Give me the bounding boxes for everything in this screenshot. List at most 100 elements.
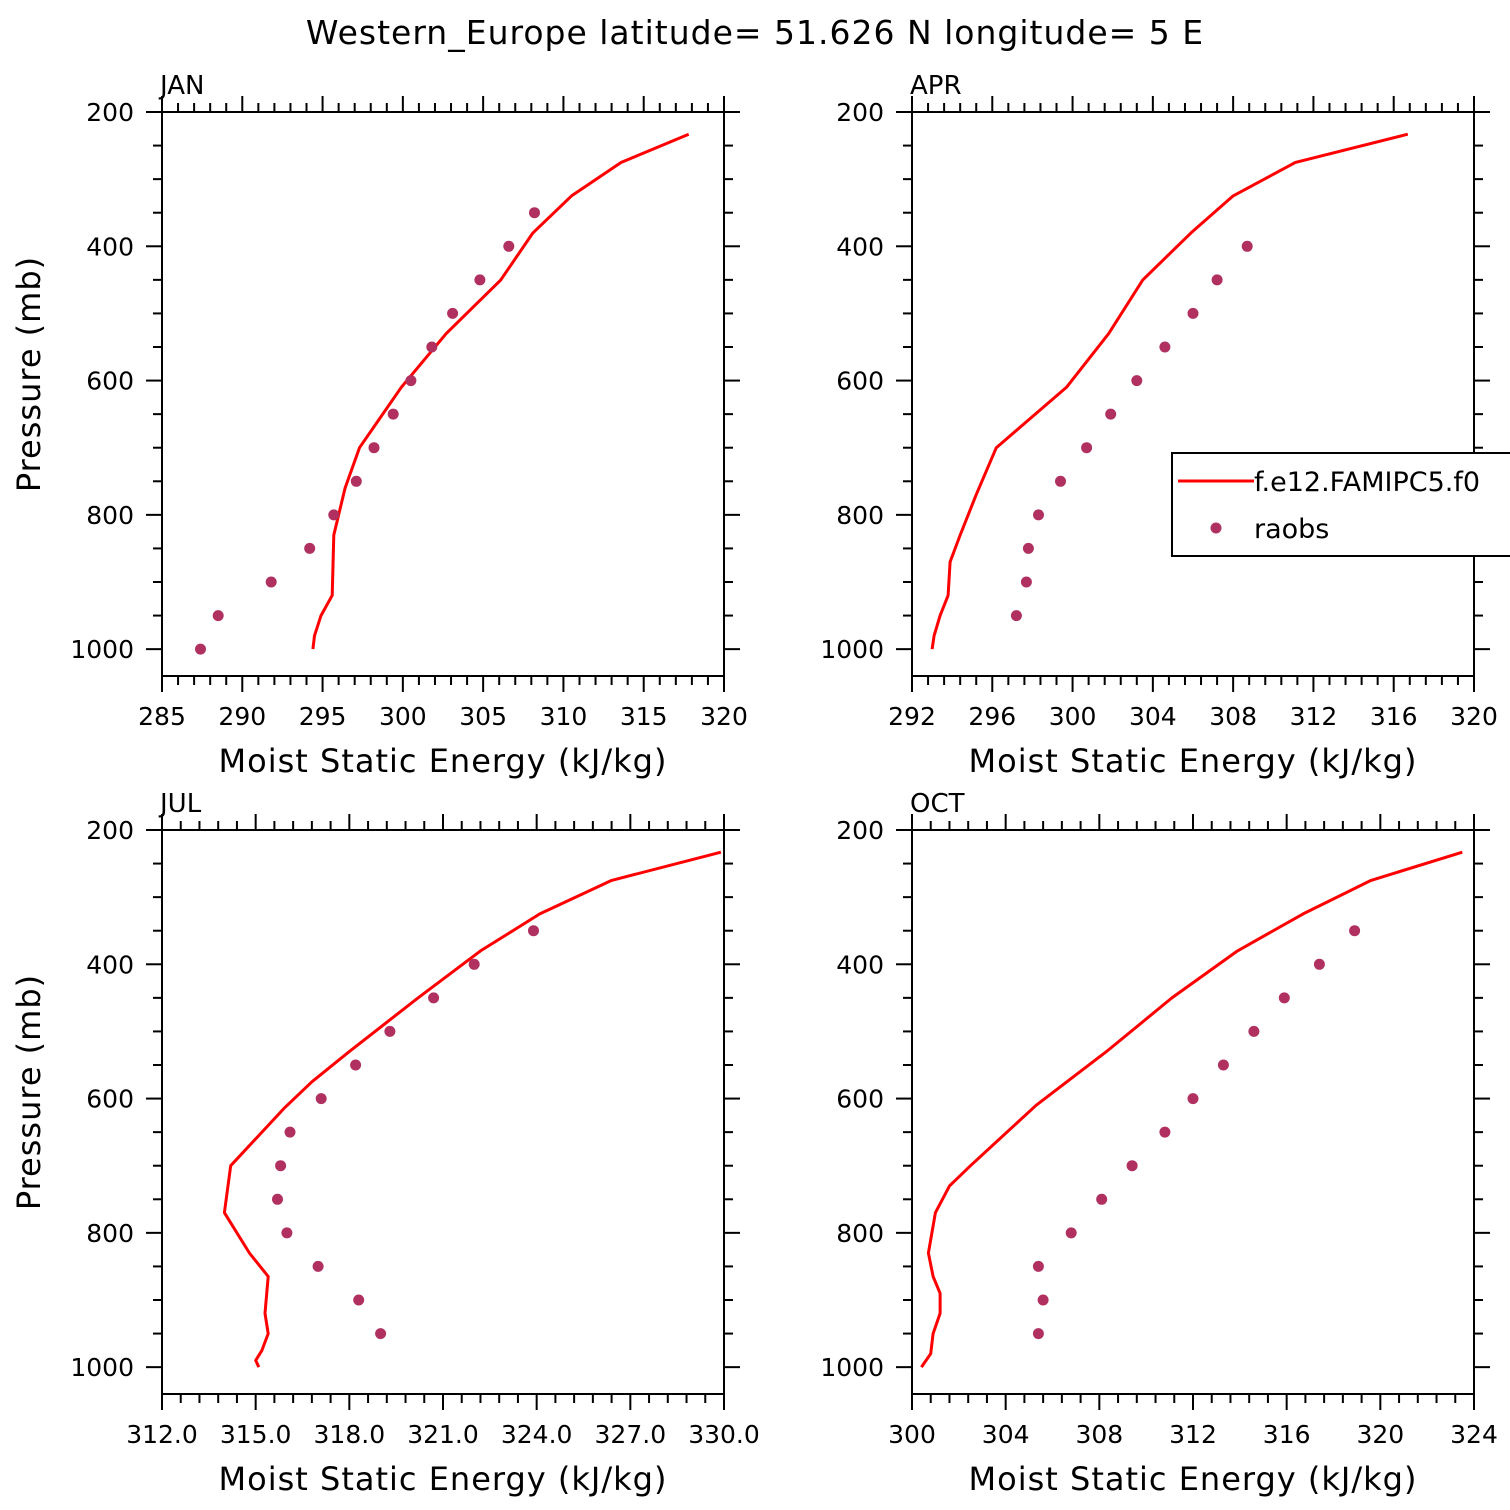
- raobs-point: [1020, 576, 1032, 588]
- raobs-point: [1159, 341, 1171, 353]
- y-tick-label: 800: [86, 1219, 134, 1248]
- raobs-point: [1217, 1059, 1229, 1071]
- y-tick-label: 800: [836, 501, 884, 530]
- panel-label: JAN: [158, 71, 204, 101]
- panels-container: 200 400 600 800 1000 285 290 295 300 305 310 315 320…: [10, 71, 1510, 1498]
- raobs-point: [1022, 542, 1034, 554]
- raobs-point: [1065, 1227, 1077, 1239]
- x-tick-label: 316: [1263, 1420, 1311, 1449]
- panel-label: JUL: [158, 789, 202, 819]
- y-tick-label: 800: [836, 1219, 884, 1248]
- raobs-point: [375, 1328, 387, 1340]
- chart-panel-jul: 200 400 600 800 1000 312.0 315.0 318.0 321.0 324.…: [10, 789, 760, 1498]
- x-tick-label: 290: [218, 702, 266, 731]
- legend-model-label: f.e12.FAMIPC5.f0: [1254, 467, 1480, 498]
- x-tick-label: 296: [968, 702, 1016, 731]
- raobs-point: [474, 274, 486, 286]
- y-tick-label: 200: [836, 98, 884, 127]
- y-tick-label: 600: [86, 1085, 134, 1114]
- y-tick-label: 400: [836, 950, 884, 979]
- x-tick-label: 310: [540, 702, 588, 731]
- legend: f.e12.FAMIPC5.f0 raobs: [1171, 452, 1510, 557]
- raobs-point: [405, 375, 417, 387]
- chart-panel-jan: 200 400 600 800 1000 285 290 295 300 305 310 315 320…: [10, 71, 748, 780]
- raobs-point: [503, 240, 515, 252]
- raobs-point: [428, 992, 440, 1004]
- x-tick-label: 292: [888, 702, 936, 731]
- x-axis-title: Moist Static Energy (kJ/kg): [969, 1460, 1418, 1498]
- panel-label: APR: [910, 71, 962, 101]
- plot-frame: [911, 111, 1475, 677]
- raobs-point: [368, 442, 380, 454]
- x-axis-title: Moist Static Energy (kJ/kg): [219, 742, 668, 780]
- raobs-point: [1159, 1126, 1171, 1138]
- raobs-point: [1349, 925, 1361, 937]
- model-series-line: [930, 132, 1409, 650]
- x-axis-title: Moist Static Energy (kJ/kg): [219, 1460, 668, 1498]
- y-tick-label: 1000: [820, 635, 884, 664]
- x-tick-label: 308: [1075, 1420, 1123, 1449]
- raobs-point: [304, 542, 316, 554]
- y-tick-label: 1000: [820, 1353, 884, 1382]
- raobs-point: [1105, 408, 1117, 420]
- y-axis-title: Pressure (mb): [10, 974, 48, 1210]
- raobs-point: [1010, 610, 1022, 622]
- raobs-point: [1033, 509, 1044, 521]
- raobs-point: [265, 576, 277, 588]
- panel-label: OCT: [910, 789, 965, 819]
- plot-frame: [161, 111, 725, 677]
- chart-panel-apr: 200 400 600 800 1000 292 296 300 304 308 312 316 320…: [820, 71, 1510, 780]
- x-tick-label: 285: [138, 702, 186, 731]
- x-tick-label: 321.0: [407, 1420, 479, 1449]
- raobs-point: [1055, 475, 1066, 487]
- x-tick-label: 304: [1129, 702, 1177, 731]
- raobs-point: [353, 1294, 365, 1306]
- y-tick-label: 600: [836, 367, 884, 396]
- raobs-point: [212, 610, 224, 622]
- raobs-point: [284, 1126, 296, 1138]
- raobs-point: [281, 1227, 293, 1239]
- x-tick-label: 312.0: [126, 1420, 198, 1449]
- raobs-point: [1313, 958, 1325, 970]
- raobs-point: [1131, 375, 1143, 387]
- raobs-point: [1187, 1093, 1199, 1105]
- model-series-line: [920, 850, 1463, 1368]
- legend-obs-label: raobs: [1254, 514, 1329, 545]
- raobs-point: [312, 1260, 324, 1272]
- chart-panel-oct: 200 400 600 800 1000 300 304 308 312 316 320 324 OCT…: [820, 789, 1497, 1498]
- x-tick-label: 295: [299, 702, 347, 731]
- x-tick-label: 320: [700, 702, 748, 731]
- raobs-point: [1187, 307, 1199, 319]
- x-tick-label: 327.0: [595, 1420, 667, 1449]
- raobs-point: [447, 307, 459, 319]
- y-tick-label: 1000: [70, 635, 134, 664]
- raobs-point: [426, 341, 438, 353]
- raobs-point: [528, 925, 539, 937]
- raobs-point: [1037, 1294, 1049, 1306]
- x-tick-label: 312: [1169, 1420, 1217, 1449]
- x-tick-label: 330.0: [688, 1420, 760, 1449]
- raobs-point: [328, 509, 340, 521]
- x-tick-label: 304: [982, 1420, 1030, 1449]
- raobs-point: [1241, 240, 1253, 252]
- raobs-point: [1081, 442, 1093, 454]
- y-tick-label: 200: [86, 816, 134, 845]
- x-tick-label: 315: [620, 702, 668, 731]
- y-tick-label: 1000: [70, 1353, 134, 1382]
- raobs-point: [272, 1193, 283, 1205]
- figure-title: Western_Europe latitude= 51.626 N longit…: [306, 13, 1204, 52]
- y-tick-label: 600: [836, 1085, 884, 1114]
- raobs-point: [1126, 1160, 1138, 1172]
- x-tick-label: 320: [1450, 702, 1498, 731]
- raobs-point: [1248, 1025, 1260, 1037]
- x-tick-label: 316: [1370, 702, 1418, 731]
- x-tick-label: 305: [459, 702, 507, 731]
- raobs-point: [468, 958, 480, 970]
- x-tick-label: 320: [1356, 1420, 1404, 1449]
- x-tick-label: 324.0: [501, 1420, 573, 1449]
- y-tick-label: 800: [86, 501, 134, 530]
- y-tick-label: 600: [86, 367, 134, 396]
- x-axis-title: Moist Static Energy (kJ/kg): [969, 742, 1418, 780]
- raobs-point: [1032, 1328, 1044, 1340]
